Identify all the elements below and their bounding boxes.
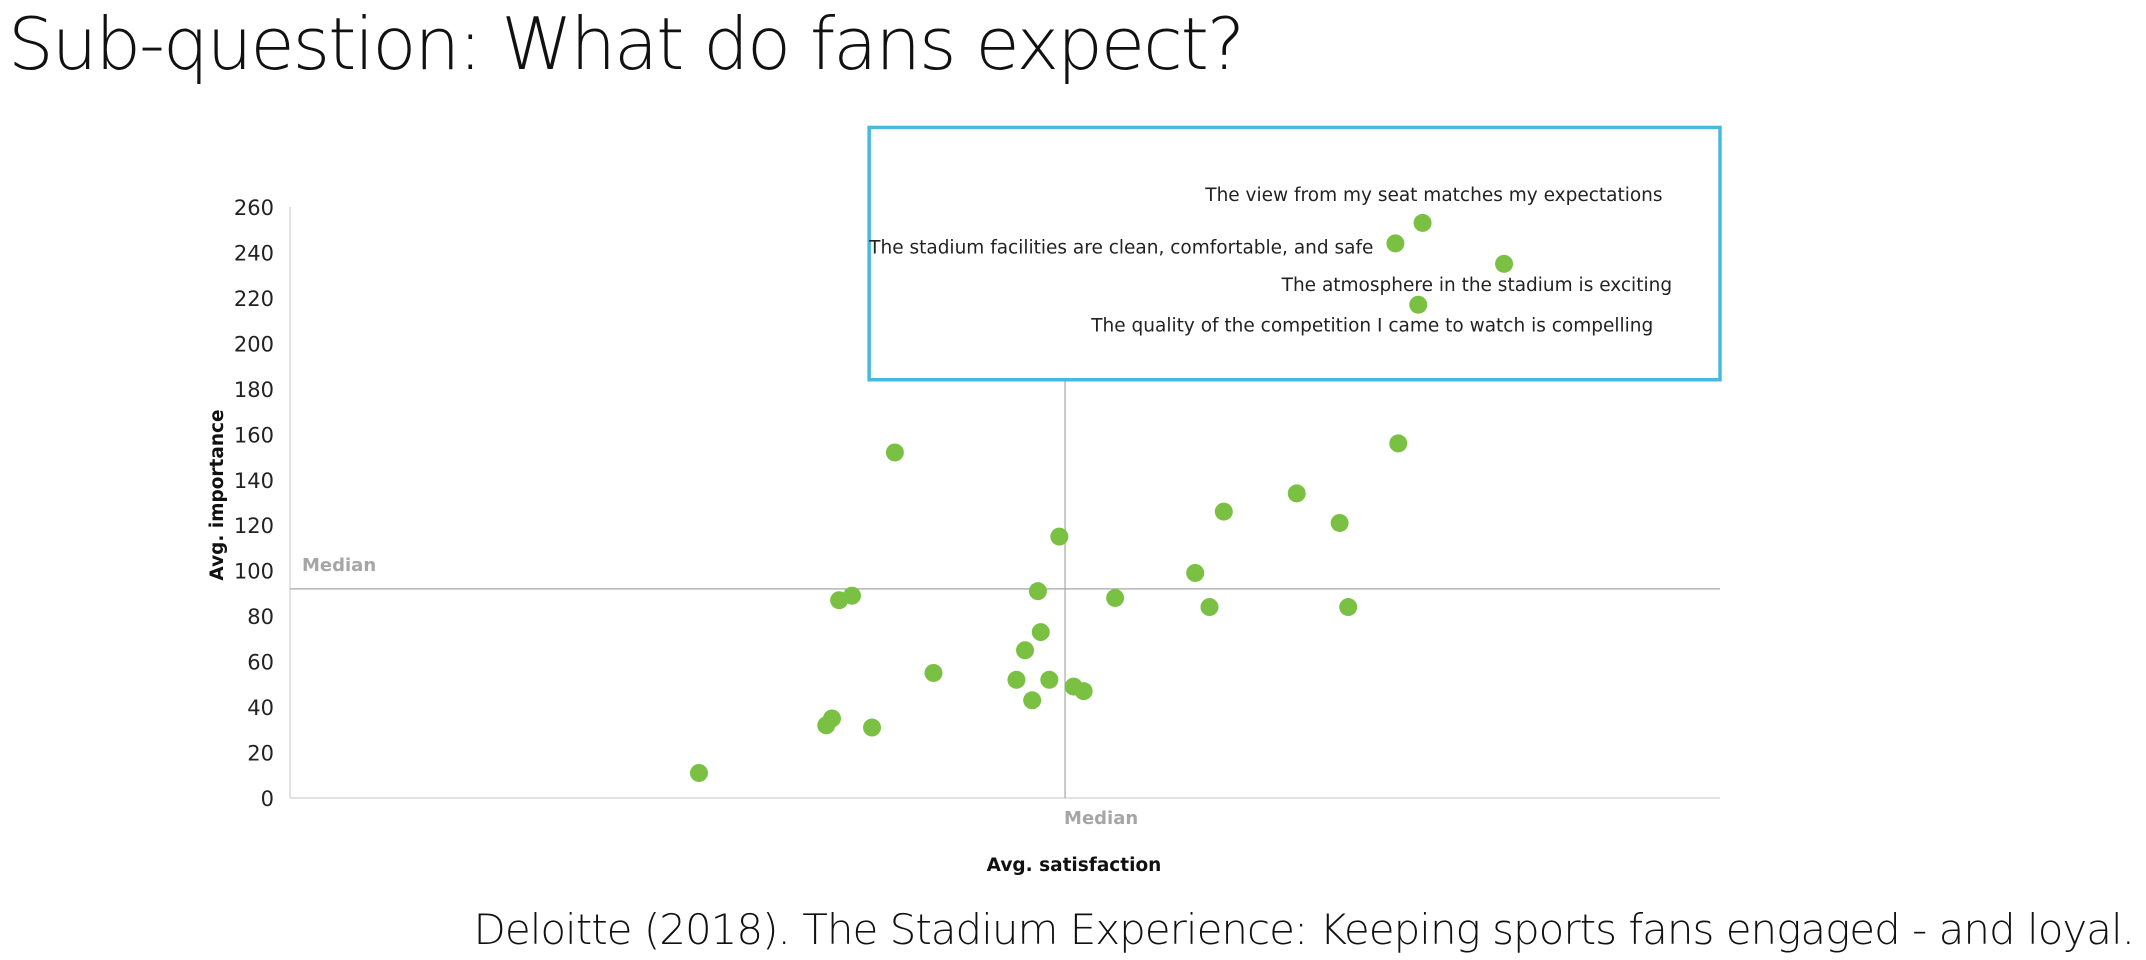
y-tick-label: 260 bbox=[234, 196, 274, 220]
data-point bbox=[1031, 623, 1050, 642]
median-label-vertical: Median bbox=[1064, 808, 1138, 829]
point-label: The atmosphere in the stadium is excitin… bbox=[1281, 275, 1672, 296]
y-tick-label: 20 bbox=[247, 742, 274, 766]
y-tick-label: 120 bbox=[234, 514, 274, 538]
y-tick-label: 40 bbox=[247, 696, 274, 720]
data-point bbox=[822, 709, 841, 728]
y-tick-label: 180 bbox=[234, 378, 274, 402]
highlight-box bbox=[867, 125, 1722, 382]
point-label: The view from my seat matches my expecta… bbox=[1204, 185, 1662, 206]
data-point bbox=[863, 718, 882, 737]
data-point bbox=[1007, 670, 1026, 689]
y-tick-label: 0 bbox=[261, 787, 274, 811]
y-tick-label: 140 bbox=[234, 469, 274, 493]
data-point bbox=[1028, 582, 1047, 601]
y-axis-title: Avg. importance bbox=[207, 409, 228, 580]
data-point bbox=[842, 586, 861, 605]
data-point bbox=[689, 763, 708, 782]
data-point bbox=[1287, 484, 1306, 503]
data-point bbox=[1016, 641, 1035, 660]
data-point bbox=[1023, 691, 1042, 710]
data-point bbox=[1413, 213, 1432, 232]
y-tick-label: 100 bbox=[234, 560, 274, 584]
data-point bbox=[1409, 295, 1428, 314]
y-tick-label: 60 bbox=[247, 651, 274, 675]
y-tick-label: 160 bbox=[234, 423, 274, 447]
data-point bbox=[1389, 434, 1408, 453]
data-point bbox=[1050, 527, 1069, 546]
data-point bbox=[1040, 670, 1059, 689]
y-tick-label: 240 bbox=[234, 241, 274, 265]
y-tick-label: 220 bbox=[234, 287, 274, 311]
median-label-horizontal: Median bbox=[302, 555, 376, 576]
data-point bbox=[1200, 598, 1219, 617]
point-label: The quality of the competition I came to… bbox=[1090, 316, 1653, 337]
data-point bbox=[1339, 598, 1358, 617]
data-point bbox=[1106, 588, 1125, 607]
citation: Deloitte (2018). The Stadium Experience:… bbox=[473, 905, 2135, 954]
y-tick-label: 80 bbox=[247, 605, 274, 629]
data-point bbox=[1214, 502, 1233, 521]
data-point bbox=[924, 663, 943, 682]
data-point bbox=[1074, 682, 1093, 701]
data-point bbox=[1330, 513, 1349, 532]
data-point bbox=[1186, 563, 1205, 582]
point-label: The stadium facilities are clean, comfor… bbox=[868, 237, 1373, 258]
data-point bbox=[1386, 234, 1405, 253]
data-point bbox=[885, 443, 904, 462]
data-point bbox=[1495, 254, 1514, 273]
page-title: Sub-question: What do fans expect? bbox=[8, 2, 1245, 86]
x-axis-title: Avg. satisfaction bbox=[987, 855, 1162, 876]
y-tick-label: 200 bbox=[234, 332, 274, 356]
